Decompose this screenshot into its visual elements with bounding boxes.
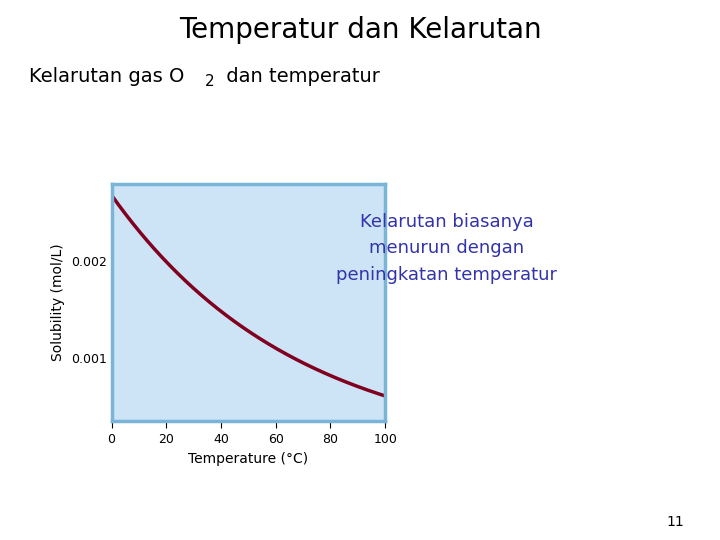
Text: dan temperatur: dan temperatur xyxy=(220,68,379,86)
Text: Temperatur dan Kelarutan: Temperatur dan Kelarutan xyxy=(179,16,541,44)
Text: 11: 11 xyxy=(666,515,684,529)
Text: 2: 2 xyxy=(205,74,215,89)
Y-axis label: Solubility (mol/L): Solubility (mol/L) xyxy=(51,244,66,361)
X-axis label: Temperature (°C): Temperature (°C) xyxy=(189,451,308,465)
Text: Kelarutan biasanya
menurun dengan
peningkatan temperatur: Kelarutan biasanya menurun dengan pening… xyxy=(336,213,557,284)
Text: Kelarutan gas O: Kelarutan gas O xyxy=(29,68,184,86)
